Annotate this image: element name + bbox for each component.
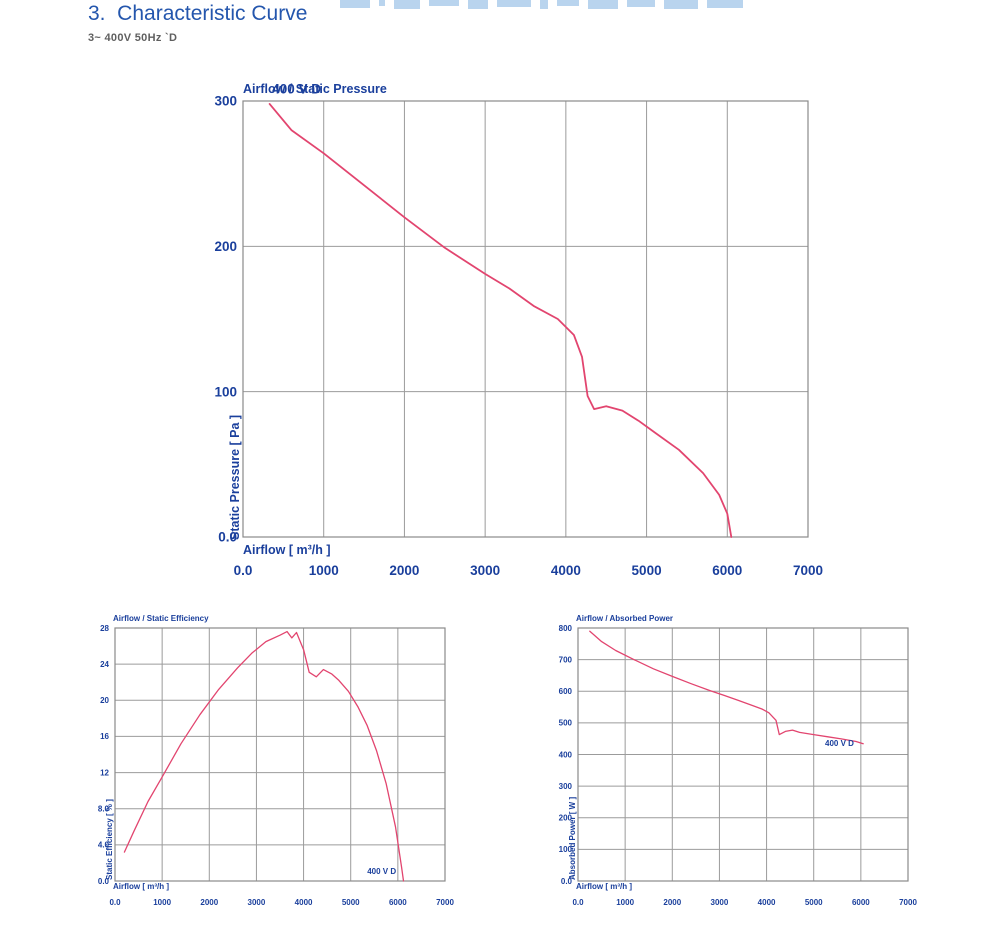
series-label: 400 V D [272, 82, 321, 97]
series-label: 400 V D [367, 867, 396, 876]
svg-text:28: 28 [100, 624, 109, 633]
svg-text:0.0: 0.0 [234, 563, 253, 578]
svg-text:8.0: 8.0 [98, 805, 110, 814]
svg-text:1000: 1000 [616, 898, 634, 907]
svg-text:4000: 4000 [295, 898, 313, 907]
svg-text:16: 16 [100, 732, 109, 741]
svg-text:24: 24 [100, 660, 109, 669]
svg-text:20: 20 [100, 696, 109, 705]
page-subtitle: 3~ 400V 50Hz `D [88, 32, 178, 44]
svg-text:1000: 1000 [309, 563, 339, 578]
series-label: 400 V D [825, 739, 854, 748]
svg-text:100: 100 [214, 384, 237, 399]
x-axis-label: Airflow [ m³/h ] [576, 882, 632, 891]
svg-text:4000: 4000 [551, 563, 581, 578]
svg-text:4000: 4000 [758, 898, 776, 907]
chart-title: Airflow / Static Pressure [243, 82, 387, 96]
chart-airflow-static-pressure: Airflow / Static Pressure Static Pressur… [180, 78, 830, 590]
svg-text:12: 12 [100, 768, 109, 777]
svg-text:200: 200 [559, 814, 573, 823]
chart-title: Airflow / Static Efficiency [113, 614, 209, 623]
chart-title: Airflow / Absorbed Power [576, 614, 674, 623]
svg-text:5000: 5000 [805, 898, 823, 907]
svg-text:7000: 7000 [793, 563, 823, 578]
svg-text:2000: 2000 [663, 898, 681, 907]
svg-text:0.0: 0.0 [98, 877, 110, 886]
svg-text:6000: 6000 [712, 563, 742, 578]
y-axis-label: Absorbed Power [ W ] [568, 796, 577, 880]
svg-text:700: 700 [559, 655, 573, 664]
chart-airflow-static-efficiency: Airflow / Static Efficiency Static Effic… [85, 612, 485, 912]
svg-text:5000: 5000 [342, 898, 360, 907]
cropped-masthead-text-fragment [340, 0, 743, 10]
svg-text:1000: 1000 [153, 898, 171, 907]
svg-text:0.0: 0.0 [218, 530, 237, 545]
page-title: 3. Characteristic Curve [88, 2, 308, 25]
svg-text:2000: 2000 [200, 898, 218, 907]
svg-text:200: 200 [214, 239, 237, 254]
svg-text:6000: 6000 [389, 898, 407, 907]
svg-text:400: 400 [559, 750, 573, 759]
svg-text:100: 100 [559, 845, 573, 854]
svg-text:500: 500 [559, 719, 573, 728]
svg-text:300: 300 [559, 782, 573, 791]
x-axis-label: Airflow [ m³/h ] [113, 882, 169, 891]
svg-text:7000: 7000 [899, 898, 917, 907]
svg-text:3000: 3000 [470, 563, 500, 578]
svg-text:6000: 6000 [852, 898, 870, 907]
svg-text:0.0: 0.0 [561, 877, 573, 886]
chart-airflow-absorbed-power: Airflow / Absorbed Power Absorbed Power … [548, 612, 948, 912]
svg-text:300: 300 [214, 94, 237, 109]
svg-text:7000: 7000 [436, 898, 454, 907]
svg-text:5000: 5000 [632, 563, 662, 578]
svg-text:4.0: 4.0 [98, 841, 110, 850]
y-axis-label: Static Pressure [ Pa ] [228, 414, 242, 540]
svg-text:0.0: 0.0 [109, 898, 121, 907]
static_pressure-plot: 0.0 1000 2000 3000 4000 5000 6000 7000 0.0 100 200… [214, 82, 823, 578]
static_efficiency-plot: 0.0 1000 2000 3000 4000 5000 6000 7000 0.0 4.0 8.0… [98, 624, 455, 907]
y-axis-label: Static Efficiency [ % ] [105, 799, 114, 880]
svg-text:800: 800 [559, 624, 573, 633]
svg-text:0.0: 0.0 [572, 898, 584, 907]
svg-text:3000: 3000 [248, 898, 266, 907]
absorbed_power-plot: 0.0 1000 2000 3000 4000 5000 6000 7000 0.0 100 200… [559, 624, 918, 907]
x-axis-label: Airflow [ m³/h ] [243, 543, 331, 557]
svg-text:2000: 2000 [389, 563, 419, 578]
svg-text:3000: 3000 [711, 898, 729, 907]
svg-text:600: 600 [559, 687, 573, 696]
